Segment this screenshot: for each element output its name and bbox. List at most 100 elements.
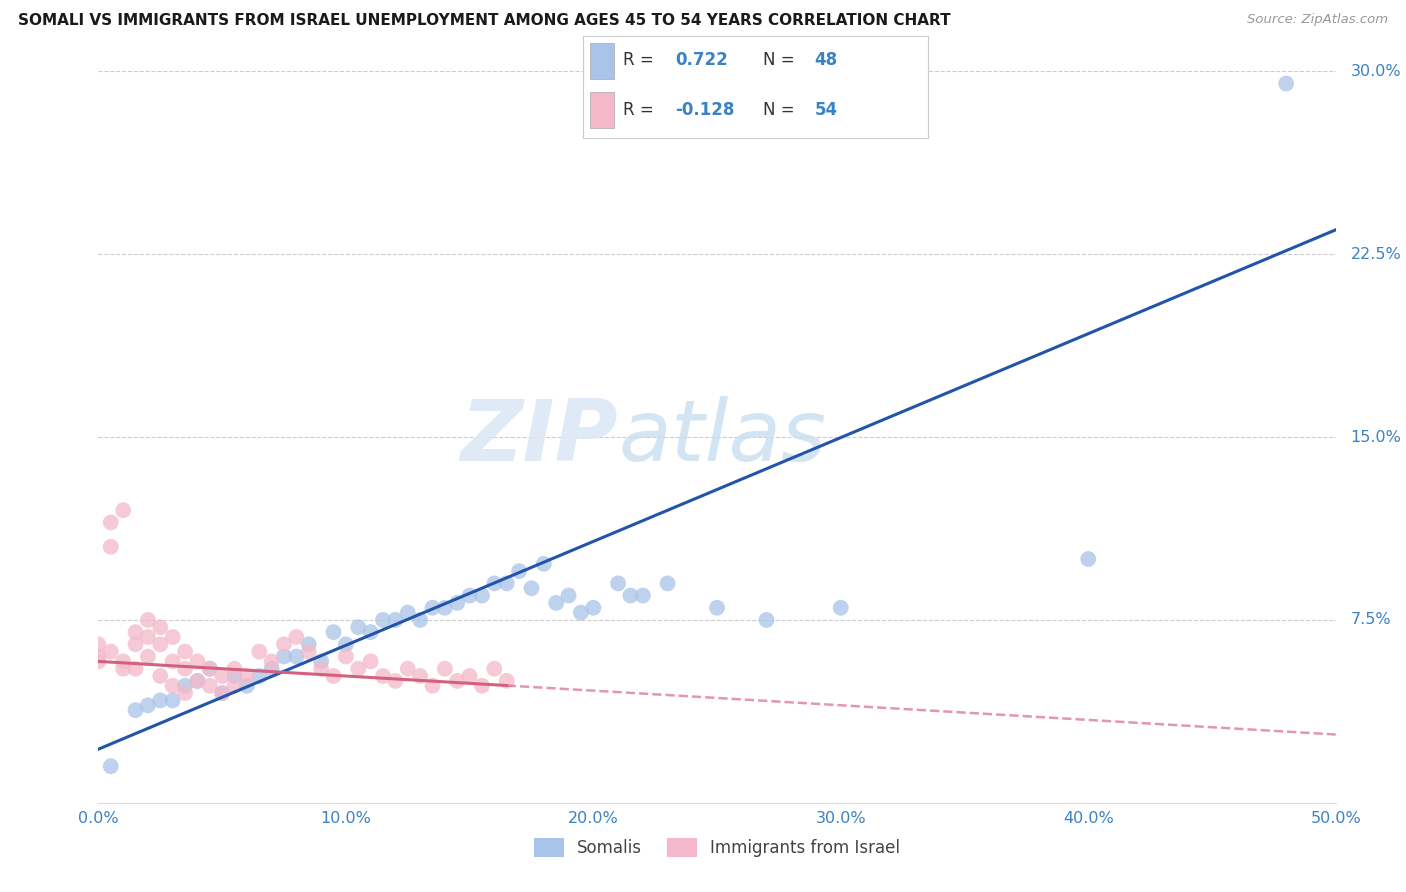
Point xyxy=(174,686,197,700)
Point xyxy=(422,679,444,693)
Point xyxy=(322,625,344,640)
Point xyxy=(149,669,172,683)
Point xyxy=(569,606,592,620)
Point xyxy=(236,679,259,693)
Point xyxy=(484,576,506,591)
Point xyxy=(458,669,481,683)
Point xyxy=(162,654,184,668)
Point xyxy=(247,645,270,659)
Text: R =: R = xyxy=(623,52,659,70)
Point xyxy=(149,693,172,707)
Point xyxy=(657,576,679,591)
Text: -0.128: -0.128 xyxy=(675,101,734,119)
Point xyxy=(446,673,468,688)
Point xyxy=(347,662,370,676)
Point xyxy=(273,637,295,651)
Point xyxy=(136,613,159,627)
Point xyxy=(335,637,357,651)
Point xyxy=(335,649,357,664)
Point xyxy=(631,589,654,603)
Point xyxy=(755,613,778,627)
Point xyxy=(124,637,146,651)
Point xyxy=(607,576,630,591)
Point xyxy=(136,649,159,664)
Point xyxy=(371,669,394,683)
Point xyxy=(162,679,184,693)
Point xyxy=(619,589,641,603)
Text: 30.0%: 30.0% xyxy=(1351,64,1402,78)
Point xyxy=(409,613,432,627)
Point xyxy=(198,679,221,693)
Point xyxy=(433,662,456,676)
Point xyxy=(582,600,605,615)
Point xyxy=(124,662,146,676)
Point xyxy=(224,662,246,676)
Point xyxy=(112,503,135,517)
Point xyxy=(260,654,283,668)
Point xyxy=(484,662,506,676)
Point xyxy=(446,596,468,610)
Point xyxy=(211,669,233,683)
Point xyxy=(211,686,233,700)
Point xyxy=(298,637,321,651)
Point xyxy=(198,662,221,676)
Point xyxy=(830,600,852,615)
Text: ZIP: ZIP xyxy=(460,395,619,479)
Point xyxy=(298,645,321,659)
Point xyxy=(533,557,555,571)
Point xyxy=(520,581,543,595)
Point xyxy=(471,589,494,603)
Point xyxy=(706,600,728,615)
Point xyxy=(162,630,184,644)
Point xyxy=(236,669,259,683)
Point xyxy=(273,649,295,664)
Bar xyxy=(591,43,614,78)
Text: 0.722: 0.722 xyxy=(675,52,727,70)
Point xyxy=(360,625,382,640)
Point xyxy=(211,686,233,700)
Point xyxy=(186,673,208,688)
Point xyxy=(124,703,146,717)
Point xyxy=(260,662,283,676)
Text: 7.5%: 7.5% xyxy=(1351,613,1391,627)
Point xyxy=(136,630,159,644)
Point xyxy=(384,613,406,627)
Point xyxy=(186,654,208,668)
Point xyxy=(557,589,579,603)
Bar xyxy=(591,92,614,128)
Point xyxy=(149,620,172,634)
Point xyxy=(100,759,122,773)
Point xyxy=(149,637,172,651)
Point xyxy=(1077,552,1099,566)
Text: 54: 54 xyxy=(814,101,838,119)
Point xyxy=(422,600,444,615)
Point xyxy=(100,645,122,659)
Legend: Somalis, Immigrants from Israel: Somalis, Immigrants from Israel xyxy=(527,831,907,864)
Point xyxy=(162,693,184,707)
Point xyxy=(112,654,135,668)
Text: atlas: atlas xyxy=(619,395,827,479)
Text: 22.5%: 22.5% xyxy=(1351,247,1402,261)
Point xyxy=(495,576,517,591)
Point xyxy=(174,662,197,676)
Point xyxy=(124,625,146,640)
Point xyxy=(495,673,517,688)
Point xyxy=(186,673,208,688)
Point xyxy=(100,540,122,554)
Point xyxy=(396,662,419,676)
Point xyxy=(322,669,344,683)
Point xyxy=(309,654,332,668)
Point xyxy=(458,589,481,603)
Text: 48: 48 xyxy=(814,52,838,70)
Point xyxy=(508,564,530,578)
Point xyxy=(471,679,494,693)
Point xyxy=(174,679,197,693)
Point xyxy=(224,679,246,693)
Text: 15.0%: 15.0% xyxy=(1351,430,1402,444)
Point xyxy=(409,669,432,683)
Text: SOMALI VS IMMIGRANTS FROM ISRAEL UNEMPLOYMENT AMONG AGES 45 TO 54 YEARS CORRELAT: SOMALI VS IMMIGRANTS FROM ISRAEL UNEMPLO… xyxy=(18,13,950,29)
Point xyxy=(87,654,110,668)
Point xyxy=(1275,77,1298,91)
Text: N =: N = xyxy=(762,101,800,119)
Point xyxy=(87,649,110,664)
